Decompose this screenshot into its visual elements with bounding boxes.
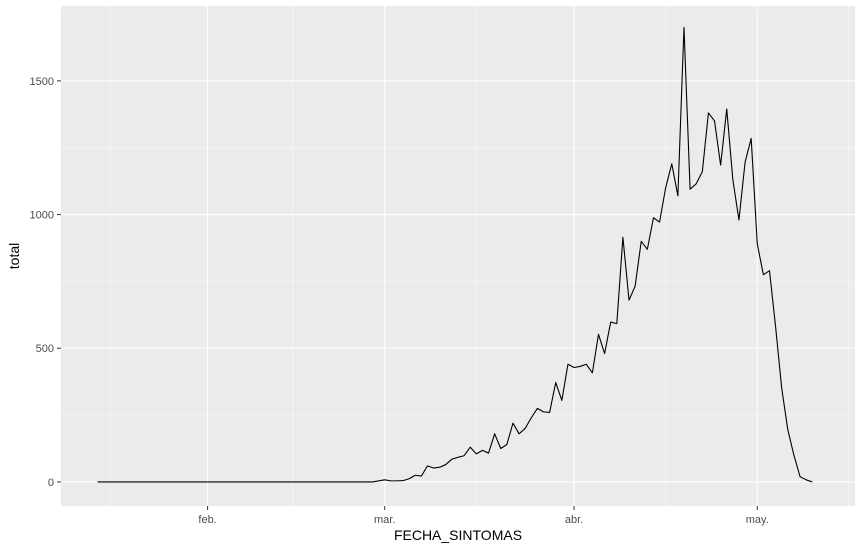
x-axis-title: FECHA_SINTOMAS xyxy=(394,527,522,543)
minor-gridlines xyxy=(61,6,855,506)
x-tick-label: may. xyxy=(746,514,769,526)
x-axis: feb. mar. abr. may. xyxy=(198,506,769,526)
series-layer xyxy=(97,26,813,483)
y-tick-label: 1000 xyxy=(30,210,54,222)
series-line-0 xyxy=(97,26,813,483)
y-axis: 0 500 1000 1500 xyxy=(30,76,61,489)
major-gridlines xyxy=(61,6,855,506)
y-tick-label: 0 xyxy=(48,477,54,489)
y-axis-title: total xyxy=(6,243,22,269)
x-tick-label: feb. xyxy=(198,514,216,526)
chart-panel xyxy=(61,6,855,506)
y-tick-label: 1500 xyxy=(30,76,54,88)
x-tick-label: mar. xyxy=(374,514,395,526)
y-tick-label: 500 xyxy=(36,343,54,355)
x-tick-label: abr. xyxy=(565,514,583,526)
